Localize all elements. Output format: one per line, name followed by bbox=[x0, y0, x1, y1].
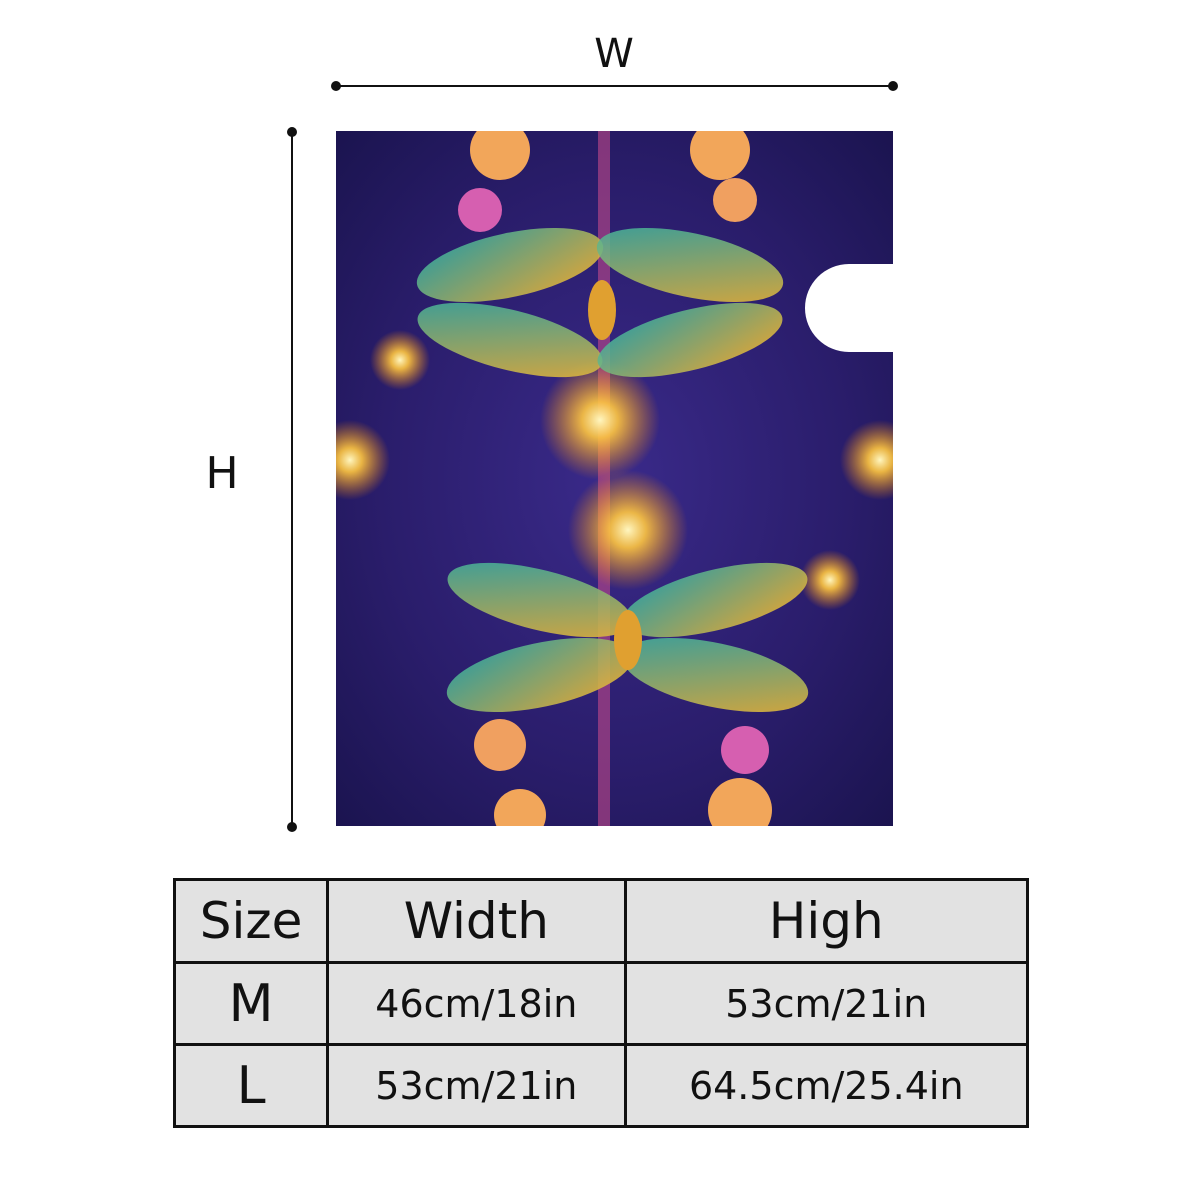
header-cell: High bbox=[623, 878, 1029, 964]
size-cell: M bbox=[172, 961, 330, 1046]
dot bbox=[287, 822, 297, 832]
value-cell: 64.5cm/25.4in bbox=[623, 1043, 1029, 1128]
dot bbox=[331, 81, 341, 91]
value-cell: 53cm/21in bbox=[326, 1043, 627, 1128]
dot bbox=[287, 127, 297, 137]
dot bbox=[888, 81, 898, 91]
artwork bbox=[336, 131, 893, 826]
product-illustration: W H bbox=[205, 31, 898, 832]
header-cell: Width bbox=[326, 878, 627, 964]
size-cell: L bbox=[172, 1043, 330, 1128]
width-label: W bbox=[594, 31, 634, 77]
value-cell: 53cm/21in bbox=[623, 961, 1029, 1046]
value-cell: 46cm/18in bbox=[326, 961, 627, 1046]
size-table: Size Width High M 46cm/18in 53cm/21in L … bbox=[172, 878, 1029, 1128]
header-cell: Size bbox=[172, 878, 330, 964]
height-label: H bbox=[205, 448, 238, 499]
